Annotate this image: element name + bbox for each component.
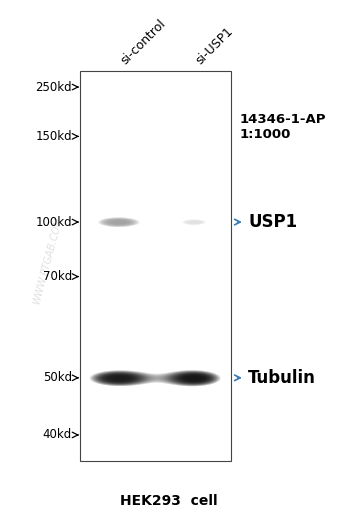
Text: 50kd: 50kd [43, 371, 72, 384]
Text: 14346-1-AP
1:1000: 14346-1-AP 1:1000 [240, 113, 326, 141]
Text: WWW.PTGAB.COM: WWW.PTGAB.COM [31, 216, 64, 306]
Text: 150kd: 150kd [35, 130, 72, 143]
Text: Tubulin: Tubulin [248, 369, 316, 387]
Bar [80, 72, 231, 461]
Text: 40kd: 40kd [43, 429, 72, 442]
Text: 250kd: 250kd [35, 80, 72, 93]
Text: si-control: si-control [118, 17, 168, 67]
Text: si-USP1: si-USP1 [194, 25, 236, 67]
Text: USP1: USP1 [248, 213, 297, 231]
Text: HEK293  cell: HEK293 cell [120, 494, 218, 507]
Text: 100kd: 100kd [35, 216, 72, 229]
Text: 70kd: 70kd [43, 270, 72, 283]
